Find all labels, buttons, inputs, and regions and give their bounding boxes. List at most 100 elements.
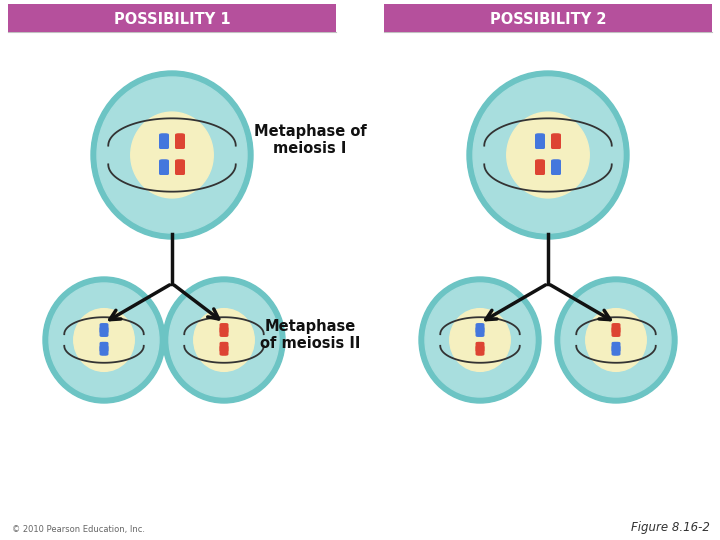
FancyBboxPatch shape <box>552 166 558 170</box>
FancyBboxPatch shape <box>99 342 107 352</box>
FancyBboxPatch shape <box>613 347 618 352</box>
Ellipse shape <box>194 309 254 372</box>
Ellipse shape <box>73 309 134 372</box>
FancyBboxPatch shape <box>551 159 559 171</box>
Text: Figure 8.16-2: Figure 8.16-2 <box>631 521 710 534</box>
FancyBboxPatch shape <box>101 323 109 333</box>
Ellipse shape <box>425 283 535 397</box>
FancyBboxPatch shape <box>614 328 619 333</box>
FancyBboxPatch shape <box>175 159 184 171</box>
FancyBboxPatch shape <box>220 323 228 333</box>
FancyBboxPatch shape <box>478 347 483 352</box>
Ellipse shape <box>586 309 647 372</box>
FancyBboxPatch shape <box>159 159 168 171</box>
Ellipse shape <box>561 283 671 397</box>
FancyBboxPatch shape <box>611 346 619 355</box>
Ellipse shape <box>163 277 285 403</box>
FancyBboxPatch shape <box>551 138 559 149</box>
FancyBboxPatch shape <box>477 328 482 333</box>
FancyBboxPatch shape <box>222 328 228 333</box>
FancyBboxPatch shape <box>221 328 226 333</box>
FancyBboxPatch shape <box>220 327 228 337</box>
FancyBboxPatch shape <box>161 159 169 171</box>
FancyBboxPatch shape <box>8 4 336 32</box>
FancyBboxPatch shape <box>611 327 619 337</box>
FancyBboxPatch shape <box>535 133 544 145</box>
FancyBboxPatch shape <box>611 323 619 333</box>
FancyBboxPatch shape <box>613 323 621 333</box>
FancyBboxPatch shape <box>159 164 168 175</box>
Ellipse shape <box>131 112 213 198</box>
Text: POSSIBILITY 1: POSSIBILITY 1 <box>114 12 230 28</box>
Ellipse shape <box>467 71 629 239</box>
FancyBboxPatch shape <box>613 328 618 333</box>
FancyBboxPatch shape <box>475 327 483 337</box>
FancyBboxPatch shape <box>554 166 559 170</box>
FancyBboxPatch shape <box>221 346 228 355</box>
FancyBboxPatch shape <box>536 159 545 171</box>
FancyBboxPatch shape <box>475 323 483 333</box>
FancyBboxPatch shape <box>221 347 226 352</box>
FancyBboxPatch shape <box>552 140 558 144</box>
Ellipse shape <box>91 71 253 239</box>
FancyBboxPatch shape <box>220 346 228 355</box>
Ellipse shape <box>419 277 541 403</box>
Text: Metaphase
of meiosis II: Metaphase of meiosis II <box>260 319 360 351</box>
FancyBboxPatch shape <box>536 138 545 149</box>
FancyBboxPatch shape <box>99 327 107 337</box>
FancyBboxPatch shape <box>220 342 228 352</box>
Ellipse shape <box>97 77 247 233</box>
FancyBboxPatch shape <box>159 138 168 149</box>
FancyBboxPatch shape <box>477 342 485 352</box>
FancyBboxPatch shape <box>554 140 559 144</box>
Ellipse shape <box>450 309 510 372</box>
FancyBboxPatch shape <box>101 346 109 355</box>
Ellipse shape <box>43 277 165 403</box>
FancyBboxPatch shape <box>159 133 168 145</box>
FancyBboxPatch shape <box>535 159 544 171</box>
FancyBboxPatch shape <box>552 159 561 171</box>
FancyBboxPatch shape <box>101 327 109 337</box>
FancyBboxPatch shape <box>221 327 228 337</box>
FancyBboxPatch shape <box>477 346 485 355</box>
FancyBboxPatch shape <box>99 323 107 333</box>
FancyBboxPatch shape <box>536 133 545 145</box>
FancyBboxPatch shape <box>475 346 483 355</box>
FancyBboxPatch shape <box>613 327 621 337</box>
FancyBboxPatch shape <box>161 138 169 149</box>
FancyBboxPatch shape <box>176 133 185 145</box>
Text: Metaphase of
meiosis I: Metaphase of meiosis I <box>253 124 366 156</box>
FancyBboxPatch shape <box>161 133 169 145</box>
FancyBboxPatch shape <box>161 140 166 144</box>
FancyBboxPatch shape <box>611 342 619 352</box>
FancyBboxPatch shape <box>101 328 106 333</box>
FancyBboxPatch shape <box>178 140 184 144</box>
FancyBboxPatch shape <box>613 346 621 355</box>
FancyBboxPatch shape <box>613 342 621 352</box>
FancyBboxPatch shape <box>176 166 182 170</box>
Ellipse shape <box>507 112 589 198</box>
FancyBboxPatch shape <box>102 328 107 333</box>
FancyBboxPatch shape <box>178 166 184 170</box>
FancyBboxPatch shape <box>477 327 485 337</box>
FancyBboxPatch shape <box>102 347 107 352</box>
FancyBboxPatch shape <box>551 133 559 145</box>
FancyBboxPatch shape <box>176 159 185 171</box>
FancyBboxPatch shape <box>162 166 168 170</box>
FancyBboxPatch shape <box>552 164 561 175</box>
FancyBboxPatch shape <box>538 166 544 170</box>
FancyBboxPatch shape <box>101 347 106 352</box>
FancyBboxPatch shape <box>538 140 544 144</box>
FancyBboxPatch shape <box>176 138 185 149</box>
FancyBboxPatch shape <box>477 323 485 333</box>
FancyBboxPatch shape <box>176 164 185 175</box>
FancyBboxPatch shape <box>535 138 544 149</box>
FancyBboxPatch shape <box>175 133 184 145</box>
Ellipse shape <box>473 77 623 233</box>
Text: © 2010 Pearson Education, Inc.: © 2010 Pearson Education, Inc. <box>12 525 145 534</box>
FancyBboxPatch shape <box>222 347 228 352</box>
FancyBboxPatch shape <box>535 164 544 175</box>
FancyBboxPatch shape <box>384 4 712 32</box>
FancyBboxPatch shape <box>176 140 182 144</box>
FancyBboxPatch shape <box>221 342 228 352</box>
